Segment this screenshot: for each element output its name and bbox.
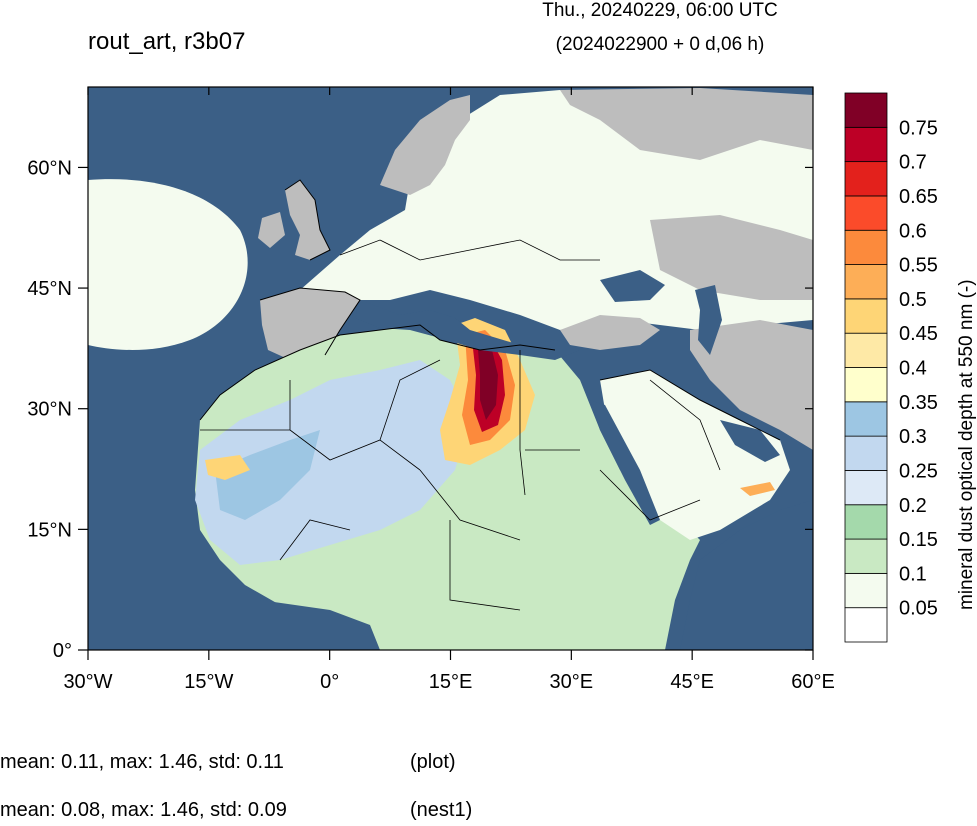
colorbar-swatch	[844, 195, 888, 231]
land-anatolia	[560, 315, 660, 350]
land-northeast	[560, 88, 813, 160]
colorbar-swatch	[844, 470, 888, 506]
colorbar-labels: 0.05 0.1 0.15 0.2 0.25 0.3 0.35 0.4 0.45 0.5 0.55 0…	[899, 117, 938, 619]
colorbar-label: 0.35	[899, 392, 938, 414]
axis-ticks	[78, 87, 814, 660]
colorbar-swatch	[844, 298, 888, 334]
coastlines	[199, 179, 781, 441]
colorbar-swatch	[844, 367, 888, 403]
lat-tick-label: 30°N	[27, 399, 72, 421]
lat-tick-label: 60°N	[27, 157, 72, 179]
persian-gulf	[720, 420, 780, 462]
red-sea	[590, 400, 660, 525]
colorbar-swatch	[844, 229, 888, 265]
colorbar-title-svg: mineral dust optical depth at 550 nm (-)	[956, 279, 977, 610]
colorbar-label: 0.15	[899, 529, 938, 551]
colorbar-label: 0.55	[899, 255, 938, 277]
colorbar-swatch	[844, 538, 888, 574]
indian-ocean	[680, 500, 813, 650]
caspian-sea	[695, 285, 722, 355]
colorbar-swatch	[844, 572, 888, 609]
colorbar-swatch	[844, 126, 888, 163]
lon-tick-label: 15°W	[184, 671, 233, 693]
colorbar-label: 0.3	[899, 426, 927, 448]
sahara-dust-inner	[215, 430, 320, 520]
lat-tick-label: 45°N	[27, 278, 72, 300]
black-sea	[600, 270, 665, 302]
arabia-dust	[740, 482, 775, 496]
lon-tick-label: 15°E	[429, 671, 473, 693]
lon-tick-label: 45°E	[670, 671, 714, 693]
lon-tick-label: 0°	[320, 671, 339, 693]
atlantic-plume	[88, 179, 248, 350]
lon-tick-label: 60°E	[791, 671, 835, 693]
colorbar-label: 0.5	[899, 289, 927, 311]
colorbar-label: 0.6	[899, 220, 927, 242]
colorbar-swatch	[844, 161, 888, 197]
colorbar-label: 0.2	[899, 495, 927, 517]
mediterranean-sea	[355, 300, 580, 360]
colorbar-label: 0.05	[899, 598, 938, 620]
colorbar-swatch	[844, 504, 888, 540]
colorbar-label: 0.25	[899, 460, 938, 482]
colorbar-swatch	[844, 607, 888, 643]
libya-plume-core	[478, 350, 498, 420]
land-caucasus	[650, 215, 813, 300]
stats-plot: mean: 0.11, max: 1.46, std: 0.11	[0, 751, 284, 773]
lat-tick-label: 0°	[53, 640, 72, 662]
colorbar	[844, 92, 888, 643]
colorbar-label: 0.45	[899, 323, 938, 345]
colorbar-label: 0.7	[899, 152, 927, 174]
stats-plot-tag: (plot)	[410, 751, 456, 773]
land-iberia	[260, 288, 360, 360]
forecast-offset: (2024022900 + 0 d,06 h)	[555, 34, 765, 55]
lon-tick-label: 30°W	[63, 671, 112, 693]
land-ireland	[258, 212, 285, 248]
colorbar-title-wrap: mineral dust optical depth at 550 nm (-)	[948, 140, 977, 610]
colorbar-label: 0.65	[899, 186, 938, 208]
map-area	[88, 87, 813, 650]
land-britain	[285, 180, 330, 260]
colorbar-label: 0.1	[899, 563, 927, 585]
colorbar-title: mineral dust optical depth at 550 nm (-)	[956, 279, 977, 610]
country-borders	[200, 239, 721, 611]
colorbar-swatch	[844, 92, 888, 128]
westafrica-dust	[205, 455, 250, 480]
stats-nest1-tag: (nest1)	[410, 799, 472, 821]
colorbar-swatch	[844, 435, 888, 471]
lon-tick-label: 30°E	[550, 671, 594, 693]
colorbar-label: 0.4	[899, 358, 927, 380]
land-scandinavia	[380, 95, 470, 195]
colorbar-swatch	[844, 401, 888, 437]
axis-tick-labels: 30°W 15°W 0° 15°E 30°E 45°E 60°E 60°N 45°N 30°N 15…	[27, 157, 834, 693]
sahara-dust	[195, 360, 470, 565]
colorbar-swatch	[844, 332, 888, 368]
stats-nest1: mean: 0.08, max: 1.46, std: 0.09	[0, 799, 287, 821]
gulf-of-guinea	[88, 600, 380, 650]
plot-title: rout_art, r3b07	[88, 28, 246, 55]
valid-time: Thu., 20240229, 06:00 UTC	[542, 0, 778, 21]
colorbar-label: 0.75	[899, 117, 938, 139]
land-iran	[690, 320, 813, 450]
lat-tick-label: 15°N	[27, 519, 72, 541]
colorbar-swatch	[844, 264, 888, 300]
